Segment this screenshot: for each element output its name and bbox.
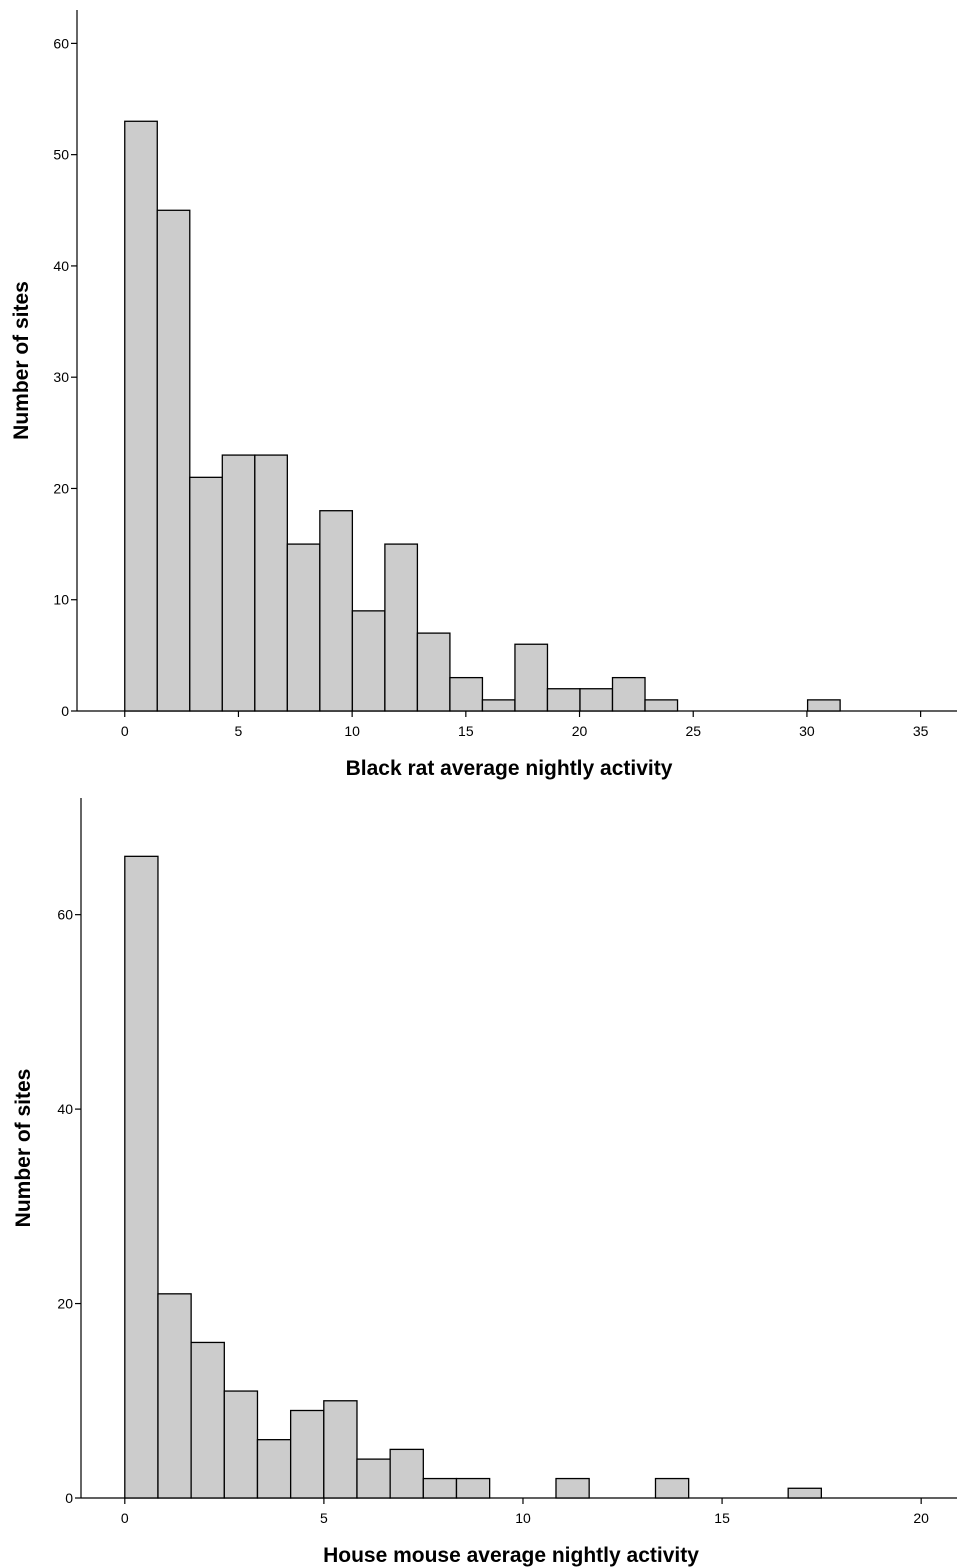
black-rat-histogram: 0 10 20 30 40 50 60 0 5 10 15 20 25 30 35 Black rat av… — [10, 10, 957, 780]
x-tick-label: 20 — [913, 1510, 929, 1526]
x-axis-title: House mouse average nightly activity — [323, 1544, 699, 1567]
x-tick-label: 0 — [121, 723, 129, 739]
x-tick-label: 0 — [121, 1510, 129, 1526]
histogram-bar — [190, 1341, 225, 1499]
x-tick-label: 20 — [572, 723, 588, 739]
histogram-bar — [323, 1400, 358, 1499]
y-tick-label: 0 — [61, 703, 69, 719]
histogram-bar — [579, 688, 614, 712]
x-axis-title: Black rat average nightly activity — [346, 757, 673, 780]
histogram-bar — [286, 543, 321, 712]
histogram-bar — [546, 688, 581, 712]
histogram-bar — [221, 454, 256, 712]
histogram-bar — [356, 1458, 391, 1499]
histogram-bar — [514, 643, 549, 712]
histogram-bar — [124, 120, 158, 712]
histogram-bar — [254, 454, 288, 712]
histogram-bar — [189, 476, 223, 712]
x-axis — [81, 1497, 957, 1504]
x-tick-label: 15 — [458, 723, 474, 739]
histogram-bar — [555, 1477, 590, 1499]
y-tick-label: 60 — [53, 35, 69, 51]
histogram-bar — [157, 1293, 192, 1499]
y-tick-label: 20 — [53, 480, 69, 496]
histogram-bar — [416, 632, 451, 712]
y-axis-title: Number of sites — [10, 281, 33, 440]
histogram-bar — [351, 610, 386, 712]
x-tick-label: 25 — [685, 723, 701, 739]
y-tick-label: 20 — [57, 1296, 73, 1312]
histogram-bar — [654, 1477, 690, 1499]
histogram-bar — [644, 699, 679, 712]
histogram-bar — [806, 699, 841, 712]
x-tick-label: 5 — [235, 723, 243, 739]
x-axis — [77, 710, 957, 717]
histogram-bar — [223, 1390, 259, 1499]
bars — [124, 855, 822, 1499]
histogram-bar — [389, 1448, 424, 1499]
y-tick-label: 60 — [57, 907, 73, 923]
bars — [124, 120, 841, 712]
histogram-bar — [422, 1477, 458, 1499]
histogram-bar — [289, 1409, 325, 1499]
y-tick-label: 40 — [57, 1101, 73, 1117]
histogram-bar — [481, 699, 516, 712]
histogram-bar — [787, 1487, 822, 1499]
histogram-bar — [319, 510, 354, 712]
x-tick-label: 10 — [515, 1510, 531, 1526]
labels: 0 10 20 30 40 50 60 0 5 10 15 20 25 30 35 — [53, 35, 928, 739]
x-tick-label: 5 — [320, 1510, 328, 1526]
histogram-bar — [384, 543, 419, 712]
y-tick-label: 0 — [65, 1490, 73, 1506]
x-tick-label: 10 — [344, 723, 360, 739]
labels: 0 20 40 60 0 5 10 15 20 — [57, 907, 929, 1526]
y-axis — [71, 10, 78, 712]
y-tick-label: 50 — [53, 147, 69, 163]
y-tick-label: 30 — [53, 369, 69, 385]
y-tick-label: 10 — [53, 592, 69, 608]
histogram-bar — [124, 855, 159, 1499]
y-axis-title: Number of sites — [12, 1069, 35, 1228]
histogram-bar — [449, 676, 484, 712]
y-axis — [75, 798, 82, 1499]
histogram-bar — [156, 209, 191, 712]
y-tick-label: 40 — [53, 258, 69, 274]
x-tick-label: 30 — [799, 723, 815, 739]
x-tick-label: 35 — [913, 723, 929, 739]
x-tick-label: 15 — [714, 1510, 730, 1526]
histogram-bar — [611, 676, 646, 712]
house-mouse-histogram: 0 20 40 60 0 5 10 15 20 House mouse average nigh… — [12, 798, 957, 1567]
histogram-bar — [256, 1439, 292, 1499]
histogram-bar — [455, 1477, 491, 1499]
